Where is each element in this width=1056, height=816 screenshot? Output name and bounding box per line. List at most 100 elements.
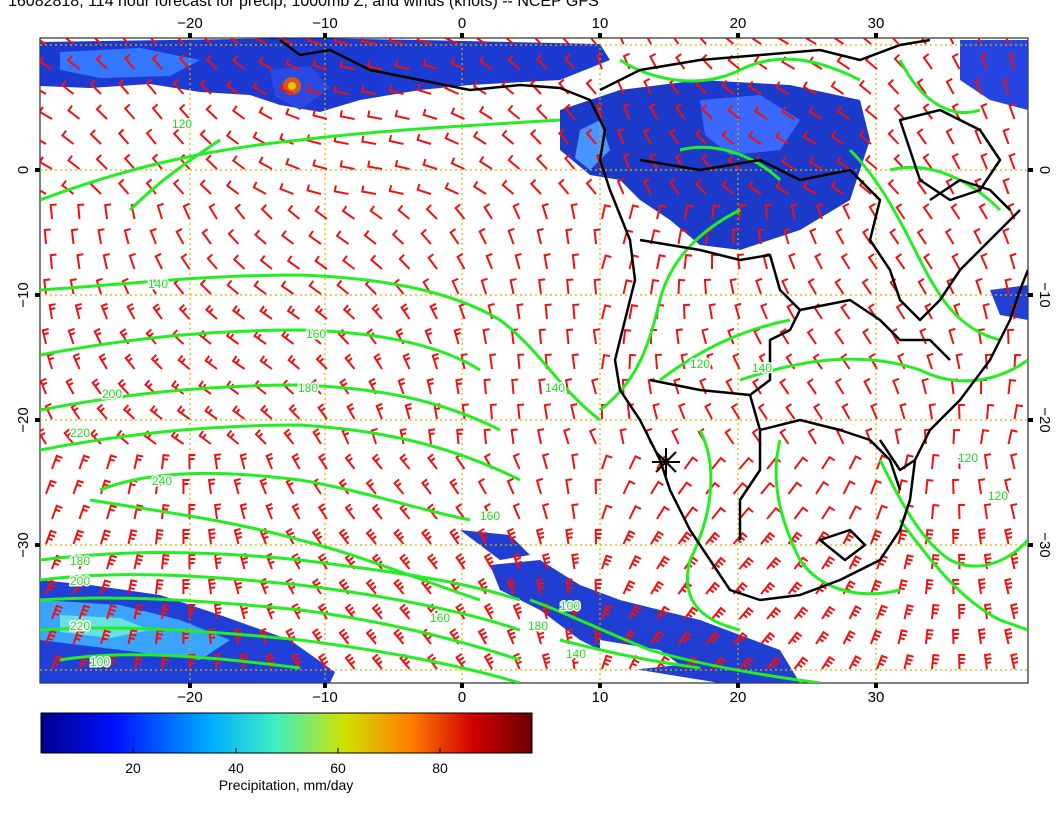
wind-barb xyxy=(922,53,933,70)
wind-barb xyxy=(732,481,748,495)
wind-barb xyxy=(314,305,328,320)
wind-barb xyxy=(931,503,940,520)
wind-barb xyxy=(178,303,191,320)
wind-barb xyxy=(93,327,102,345)
wind-barb xyxy=(628,204,640,220)
wind-barb xyxy=(472,130,487,145)
wind-barb xyxy=(489,353,497,370)
wind-barb xyxy=(729,278,737,295)
wind-barb xyxy=(72,479,85,495)
wind-barb xyxy=(593,228,601,245)
lon-tick-label: 30 xyxy=(868,689,885,706)
wind-barb xyxy=(529,79,542,95)
wind-barb xyxy=(204,405,218,420)
wind-barb xyxy=(721,129,735,145)
wind-barb xyxy=(983,653,992,670)
wind-barb xyxy=(563,53,576,70)
wind-barb xyxy=(858,38,872,45)
wind-barb xyxy=(233,527,243,545)
geopotential-contours xyxy=(40,57,1028,683)
wind-barb xyxy=(512,502,521,520)
wind-barb xyxy=(1013,353,1022,370)
wind-barb xyxy=(816,202,824,220)
wind-barb xyxy=(649,102,658,120)
wind-barb xyxy=(106,504,117,520)
wind-barb xyxy=(472,38,487,45)
wind-barb xyxy=(170,430,185,445)
lon-tick-label: 20 xyxy=(730,15,747,32)
contour-value-label: 220 xyxy=(70,619,90,633)
wind-barb xyxy=(931,453,940,470)
wind-barb xyxy=(535,104,548,120)
wind-barb xyxy=(977,628,986,645)
wind-barb xyxy=(306,38,322,45)
wind-barb xyxy=(180,253,191,270)
wind-barb xyxy=(361,135,377,145)
wind-barb xyxy=(225,130,240,145)
wind-barb xyxy=(40,56,53,70)
wind-barb xyxy=(952,428,961,445)
wind-barb xyxy=(422,278,432,295)
wind-barb xyxy=(897,529,908,545)
wind-barb xyxy=(812,403,823,420)
wind-barb xyxy=(72,629,85,645)
wind-barb xyxy=(402,352,411,370)
wind-barb xyxy=(876,604,888,620)
wind-barb xyxy=(511,378,519,395)
lon-tick-label: 10 xyxy=(592,15,609,32)
wind-barb xyxy=(1002,38,1010,45)
wind-barb xyxy=(365,478,377,495)
wind-barb xyxy=(213,603,222,620)
wind-barb xyxy=(950,203,961,220)
wind-barb xyxy=(535,477,544,495)
wind-barb xyxy=(46,352,55,370)
wind-barb xyxy=(870,479,882,495)
wind-barb xyxy=(893,153,906,170)
wind-barb xyxy=(207,528,216,545)
wind-barb xyxy=(394,59,410,70)
wind-barb xyxy=(626,403,634,420)
wind-barb xyxy=(705,631,721,645)
wind-barb xyxy=(449,228,460,245)
wind-barb xyxy=(945,127,955,145)
contour-value-label: 120 xyxy=(988,489,1008,503)
wind-barb xyxy=(231,405,246,420)
wind-barb xyxy=(67,55,81,70)
wind-barb xyxy=(529,179,542,195)
wind-barb xyxy=(106,554,117,570)
wind-barb xyxy=(925,478,934,495)
wind-barb xyxy=(650,480,664,495)
wind-barb xyxy=(834,278,845,295)
wind-barb xyxy=(225,80,240,95)
wind-barb xyxy=(231,355,246,370)
wind-barb xyxy=(1010,503,1018,520)
wind-barb xyxy=(424,327,433,345)
wind-barb xyxy=(673,377,681,395)
wind-barb xyxy=(483,502,493,520)
wind-barb xyxy=(89,79,102,95)
wind-barb xyxy=(188,503,196,520)
wind-barb xyxy=(365,528,377,545)
wind-barb xyxy=(732,631,748,645)
wind-barb xyxy=(265,502,274,520)
wind-barb xyxy=(931,603,940,620)
wind-barb xyxy=(821,605,836,620)
wind-barb xyxy=(450,57,465,70)
lon-tick-label: 0 xyxy=(458,689,466,706)
wind-barb xyxy=(781,106,796,120)
wind-barb xyxy=(834,328,845,345)
wind-barb xyxy=(870,402,878,420)
wind-barb xyxy=(922,203,933,220)
wind-barb xyxy=(477,627,488,645)
wind-barb xyxy=(344,503,356,520)
contour-value-label: 180 xyxy=(528,619,548,633)
wind-barb xyxy=(416,38,432,45)
wind-barb xyxy=(538,378,546,395)
wind-barb xyxy=(682,303,691,320)
wind-barb xyxy=(760,631,776,645)
lon-tick-label: −10 xyxy=(312,689,337,706)
lon-tick-label: 20 xyxy=(730,689,747,706)
wind-barb xyxy=(45,579,57,595)
wind-barb xyxy=(117,178,130,195)
wind-barb xyxy=(394,109,410,120)
